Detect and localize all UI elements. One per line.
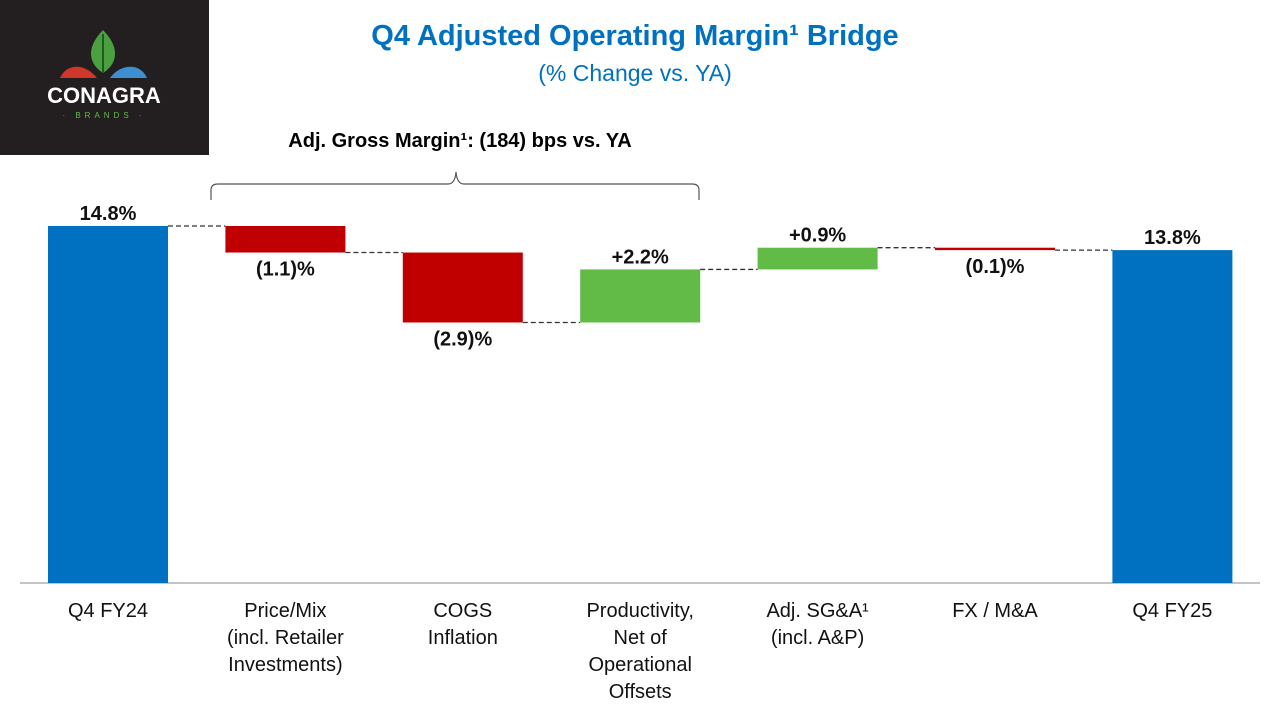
conagra-brands-logo: CONAGRA · BRANDS · (0, 0, 209, 155)
data-label: (2.9)% (433, 328, 492, 350)
category-label: FX / M&A (910, 598, 1080, 625)
logo-graphic: CONAGRA · BRANDS · (47, 30, 161, 120)
category-label-line: COGS (433, 600, 493, 622)
data-label: (1.1)% (256, 259, 315, 281)
bar-1 (225, 226, 346, 253)
gross-margin-brace (210, 171, 700, 200)
gross-margin-annotation: Adj. Gross Margin¹: (184) bps vs. YA (288, 130, 632, 152)
bar-0 (48, 226, 168, 583)
data-label: +2.2% (612, 246, 669, 268)
category-label: Productivity, Net of Operational Offsets (555, 598, 725, 706)
chart-subtitle: (% Change vs. YA) (538, 60, 732, 86)
category-label-line: (incl. Retailer (227, 627, 344, 649)
category-label-line: Investments) (228, 654, 343, 676)
bar-6 (1112, 250, 1233, 583)
chart-title: Q4 Adjusted Operating Margin¹ Bridge (371, 20, 899, 52)
category-label-line: Price/Mix (244, 600, 327, 622)
data-label: (0.1)% (966, 256, 1025, 278)
data-label: 13.8% (1144, 227, 1201, 249)
category-label: Q4 FY25 (1087, 598, 1257, 625)
category-label-line: (incl. A&P) (770, 627, 865, 649)
svg-text:CONAGRA: CONAGRA (47, 83, 161, 108)
category-label: Adj. SG&A¹ (incl. A&P) (733, 598, 903, 652)
category-label-line: Adj. SG&A¹ (766, 600, 869, 622)
bar-2 (402, 252, 523, 323)
svg-text:· BRANDS ·: · BRANDS · (62, 111, 145, 120)
category-label-line: Productivity, (586, 600, 694, 622)
bar-4 (757, 247, 878, 270)
category-label-line: FX / M&A (952, 600, 1038, 622)
category-label-line: Q4 FY25 (1132, 600, 1213, 622)
category-label-line: Q4 FY24 (67, 600, 149, 622)
category-label-line: Offsets (608, 681, 672, 703)
category-label-line: Operational (588, 654, 692, 676)
data-label: +0.9% (789, 225, 846, 247)
category-label: COGS Inflation (378, 598, 548, 652)
bar-5 (935, 247, 1055, 251)
category-label-line: Net of (613, 627, 667, 649)
category-label: Price/Mix (incl. Retailer Investments) (200, 598, 370, 679)
data-label: 14.8% (80, 203, 137, 225)
category-label: Q4 FY24 (23, 598, 193, 625)
bar-3 (580, 269, 701, 323)
category-label-line: Inflation (427, 627, 498, 649)
